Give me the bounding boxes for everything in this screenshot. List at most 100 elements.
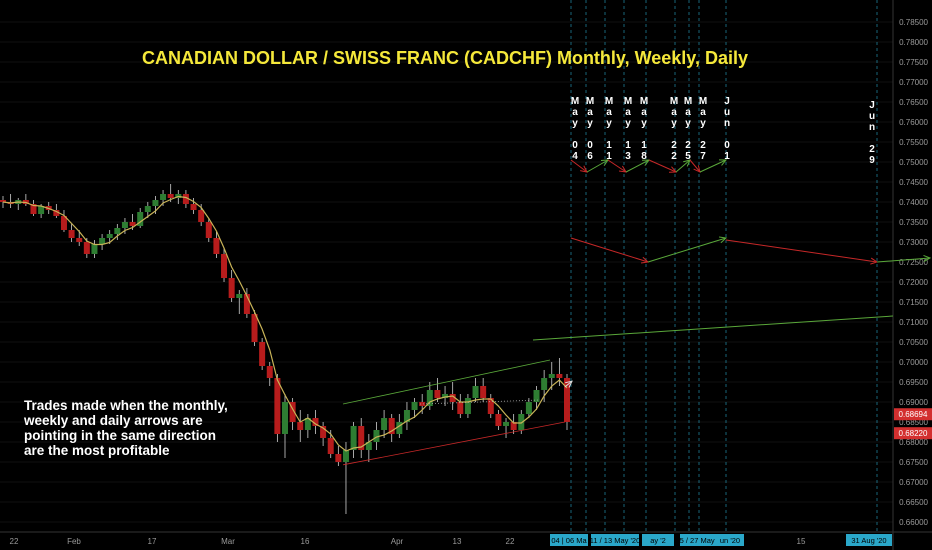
bearish-candle (358, 426, 365, 450)
bearish-candle (510, 422, 517, 430)
strategy-note-line: weekly and daily arrows are (24, 413, 203, 428)
y-tick-label: 0.69000 (899, 398, 928, 407)
date-label-box (846, 534, 892, 546)
daily-arrow-down (607, 159, 627, 173)
bearish-candle (60, 216, 67, 230)
daily-arrow-down (689, 159, 701, 173)
x-tick-label: 22 (506, 537, 515, 546)
daily-arrow-up (675, 159, 691, 173)
bullish-candle (548, 374, 555, 378)
y-tick-label: 0.76000 (899, 118, 928, 127)
weekly-arrow-up (876, 257, 931, 263)
bullish-candle (373, 430, 380, 442)
x-tick-label: 15 (797, 537, 806, 546)
bearish-candle (289, 402, 296, 422)
y-tick-label: 0.76500 (899, 98, 928, 107)
time-axis: 22 Feb 17 Mar 16 Apr 13 22 15 (10, 537, 806, 546)
y-tick-label: 0.73500 (899, 218, 928, 227)
bearish-candle (274, 378, 281, 434)
moving-average-line (2, 195, 568, 452)
x-tick-label: 22 (10, 537, 19, 546)
lower-channel-line (342, 421, 566, 466)
bullish-candle (403, 410, 410, 422)
bearish-candle (556, 374, 563, 378)
bullish-candle (541, 378, 548, 390)
daily-arrow-down (648, 159, 677, 173)
x-tick-label: Apr (391, 537, 404, 546)
bearish-candle (259, 342, 266, 366)
bearish-candle (30, 204, 37, 214)
date-label-text: un '20 (720, 536, 740, 545)
bullish-candle (304, 418, 311, 430)
bullish-candle (533, 390, 540, 402)
x-tick-label: 17 (148, 537, 157, 546)
bullish-candle (442, 394, 449, 398)
y-tick-label: 0.72000 (899, 278, 928, 287)
strategy-note-line: Trades made when the monthly, (24, 398, 228, 413)
bullish-candle (282, 402, 288, 434)
bullish-candle (464, 398, 471, 414)
y-tick-label: 0.75000 (899, 158, 928, 167)
upper-channel-line (342, 359, 551, 405)
bearish-candle (190, 204, 197, 210)
bearish-candle (449, 394, 456, 402)
bearish-candle (487, 398, 494, 414)
bearish-candle (327, 438, 334, 454)
bullish-candle (137, 212, 144, 226)
bullish-candle (114, 228, 121, 234)
y-tick-label: 0.78500 (899, 18, 928, 27)
bearish-candle (182, 194, 189, 204)
y-tick-label: 0.71000 (899, 318, 928, 327)
bearish-candle (228, 278, 235, 298)
strategy-note-line: are the most profitable (24, 443, 170, 458)
bullish-candle (160, 194, 167, 200)
date-label-box (550, 534, 588, 546)
y-tick-label: 0.68000 (899, 438, 928, 447)
bearish-candle (167, 194, 174, 198)
y-tick-label: 0.74000 (899, 198, 928, 207)
y-tick-label: 0.77000 (899, 78, 928, 87)
y-tick-label: 0.78000 (899, 38, 928, 47)
date-label-text: 04 | 06 Ma (551, 536, 587, 545)
y-tick-label: 0.77500 (899, 58, 928, 67)
date-label-box (716, 534, 744, 546)
bullish-candle (411, 402, 418, 410)
bearish-candle (297, 422, 304, 430)
bullish-candle (503, 422, 510, 426)
bearish-candle (68, 230, 75, 238)
bearish-candle (564, 378, 570, 422)
bearish-candle (266, 366, 273, 378)
bearish-candle (312, 418, 319, 426)
y-tick-label: 0.67500 (899, 458, 928, 467)
daily-arrow-up (699, 159, 727, 173)
bullish-candle (38, 206, 45, 214)
bearish-candle (457, 402, 464, 414)
daily-arrow-up (586, 159, 609, 173)
bearish-candle (53, 210, 60, 216)
y-tick-label: 0.72500 (899, 258, 928, 267)
date-label-text: ay '2 (650, 536, 666, 545)
price-label-box (894, 408, 932, 421)
bullish-candle (342, 450, 349, 462)
price-axis: 0.78500 0.78000 0.77500 0.77000 0.76500 0.760… (899, 18, 928, 527)
weekly-arrow-up (647, 237, 727, 263)
bullish-candle (472, 386, 479, 398)
bearish-candle (320, 426, 327, 438)
y-tick-label: 0.71500 (899, 298, 928, 307)
y-tick-label: 0.74500 (899, 178, 928, 187)
bullish-candle (396, 422, 403, 434)
current-price-arrow-head (565, 380, 573, 388)
bearish-candle (213, 238, 220, 254)
y-tick-label: 0.66500 (899, 498, 928, 507)
bearish-candle (205, 222, 212, 238)
long-trend-line (532, 315, 894, 341)
bullish-candle (121, 222, 128, 228)
